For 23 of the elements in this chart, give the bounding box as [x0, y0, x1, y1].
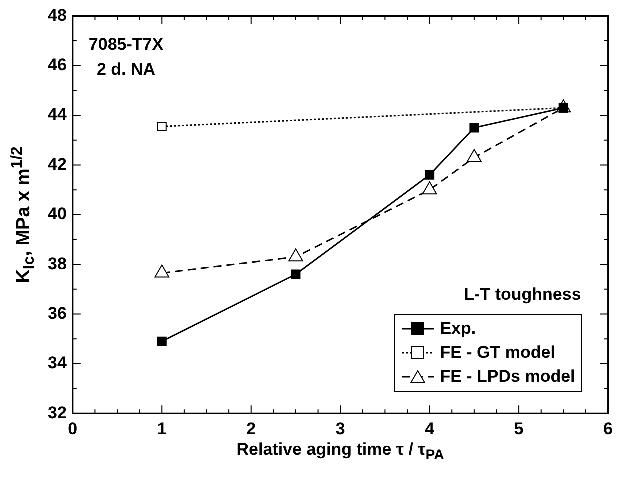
legend-label: FE - LPDs model [440, 366, 576, 386]
x-tick-label: 0 [68, 419, 78, 438]
annotation: 7085-T7X [88, 34, 164, 56]
x-tick-label: 5 [514, 419, 524, 438]
y-tick-label: 44 [48, 105, 68, 124]
x-tick-label: 4 [425, 419, 436, 438]
y-tick-label: 48 [48, 6, 67, 25]
x-tick-label: 6 [604, 419, 614, 438]
y-tick-label: 36 [48, 304, 67, 323]
x-axis-title: Relative aging time τ / τ$_{PA}$ [236, 440, 446, 463]
annotation: 2 d. NA [96, 59, 157, 82]
legend-title: L-T toughness [464, 284, 582, 305]
y-tick-label: 42 [48, 154, 67, 174]
y-tick-label: 38 [48, 254, 67, 274]
x-tick-label: 3 [336, 419, 346, 438]
y-tick-label: 40 [48, 204, 67, 224]
x-tick-label: 2 [246, 419, 256, 438]
legend-label: Exp. [440, 318, 476, 338]
y-tick-label: 46 [48, 56, 67, 75]
y-tick-label: 32 [48, 403, 67, 422]
legend-label: FE - GT model [440, 342, 556, 362]
x-tick-label: 1 [157, 419, 167, 438]
y-tick-label: 34 [48, 354, 68, 373]
